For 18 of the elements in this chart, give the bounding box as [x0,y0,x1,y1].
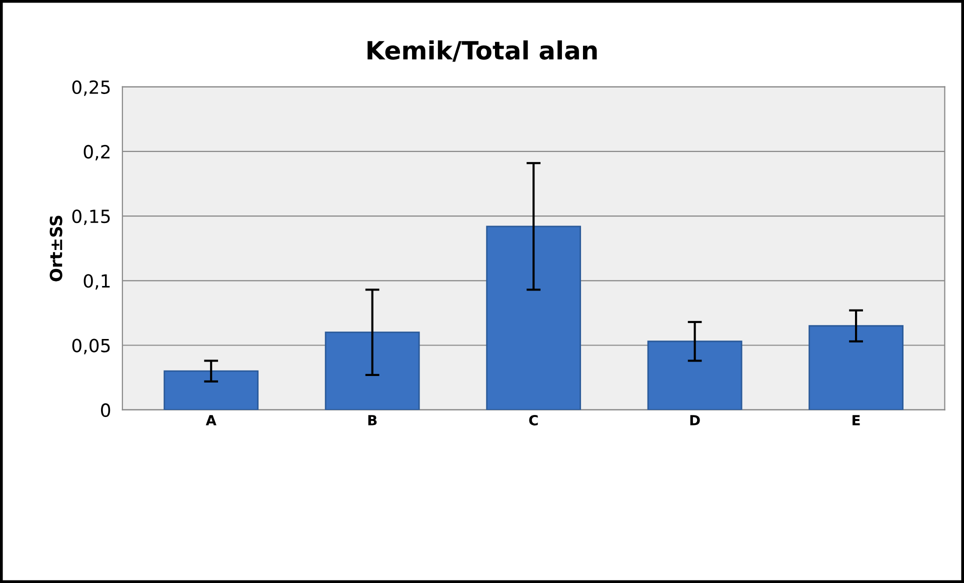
bar [164,370,259,410]
x-tick-label: A [206,415,216,426]
bar [647,340,742,410]
y-tick-label: 0 [101,403,110,417]
y-tick-label: 0,2 [84,144,110,160]
x-tick-label: D [690,415,700,426]
y-axis-title: Ort±SS [50,216,62,282]
x-tick-label: E [852,415,860,426]
y-tick-label: 0,05 [72,338,110,354]
bar [486,226,582,410]
x-tick-label: B [368,415,377,426]
y-tick-label: 0,25 [72,80,110,96]
x-tick-label: C [529,414,538,426]
bar [808,325,904,410]
y-tick-label: 0,1 [84,274,110,290]
y-tick-label: 0,15 [72,210,110,226]
chart-title: Kemik/Total alan [368,40,597,62]
bar [324,332,420,410]
